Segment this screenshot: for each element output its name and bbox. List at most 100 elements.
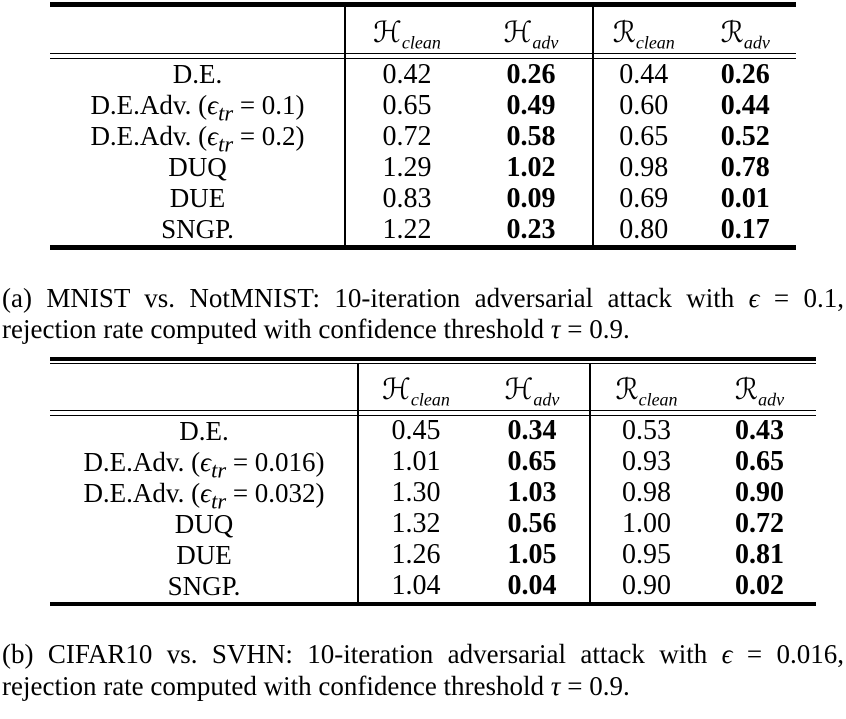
- cell-r-adv: 0.26: [720, 58, 770, 90]
- cell-h-adv: 0.09: [506, 182, 556, 214]
- cell-h-adv: 0.65: [507, 446, 557, 477]
- row-label: D.E.Adv. (ϵtr = 0.1): [50, 90, 345, 125]
- table-b-body: D.E. 0.45 0.34 0.53 0.43 D.E.Adv. (ϵtr =…: [50, 416, 816, 602]
- cell-r-clean: 0.98: [622, 477, 671, 508]
- caption-text: (b) CIFAR10 vs. SVHN: 10-iteration adver…: [2, 639, 722, 669]
- epsilon-subscript: tr: [218, 131, 234, 157]
- cell-r-adv: 0.52: [720, 120, 770, 152]
- row-label-text: SNGP.: [167, 570, 241, 601]
- cell-h-clean: 0.45: [391, 415, 441, 446]
- cell-r-adv: 0.44: [720, 89, 770, 121]
- row-label: DUQ: [50, 510, 358, 538]
- table-b-column-separator-2: [589, 363, 591, 602]
- table-a-header-row: ℋclean ℋadv ℛclean ℛadv: [50, 7, 796, 53]
- col-header-r-adv: ℛadv: [695, 15, 797, 52]
- results-table-a: ℋclean ℋadv ℛclean ℛadv D.E. 0.42 0.26 0…: [50, 2, 796, 250]
- cell-r-adv: 0.81: [735, 539, 784, 570]
- cell-h-clean: 0.65: [382, 89, 432, 121]
- row-label-text: D.E.Adv. (: [83, 477, 201, 508]
- cell-r-adv: 0.01: [720, 182, 770, 214]
- epsilon-symbol: ϵ: [207, 121, 219, 151]
- table-a-column-separator-2: [592, 7, 594, 245]
- cell-r-clean: 0.80: [619, 213, 669, 245]
- epsilon-subscript: tr: [218, 100, 234, 126]
- epsilon-symbol: ϵ: [200, 477, 212, 508]
- row-label: DUE: [50, 185, 345, 212]
- row-label-text: D.E.Adv. (: [90, 121, 208, 151]
- cell-r-clean: 0.60: [619, 89, 669, 121]
- cell-r-clean: 0.69: [619, 182, 669, 214]
- col-header-r-clean: ℛclean: [590, 371, 703, 408]
- cell-h-clean: 0.72: [382, 120, 432, 152]
- table-a-column-separator-1: [344, 7, 346, 245]
- epsilon-symbol: ϵ: [200, 446, 212, 477]
- cell-h-adv: 1.03: [507, 477, 557, 508]
- col-header-subscript: adv: [533, 389, 560, 410]
- cell-h-clean: 1.01: [391, 446, 441, 477]
- cell-h-adv: 0.56: [507, 508, 557, 539]
- row-label-post: = 0.2): [233, 121, 305, 151]
- col-header-subscript: clean: [410, 389, 450, 410]
- cell-h-clean: 1.32: [391, 508, 441, 539]
- cell-r-clean: 0.93: [622, 446, 671, 477]
- mathcal-h-symbol: ℋ: [504, 371, 534, 406]
- cell-h-clean: 1.30: [391, 477, 441, 508]
- col-header-subscript: adv: [532, 32, 559, 53]
- epsilon-subscript: tr: [211, 487, 227, 513]
- row-label-text: D.E.: [179, 415, 229, 446]
- row-label-text: D.E.Adv. (: [83, 446, 201, 477]
- cell-h-adv: 0.04: [507, 570, 557, 601]
- epsilon-subscript: tr: [211, 456, 227, 482]
- row-label-text: DUQ: [168, 152, 227, 182]
- cell-h-adv: 0.34: [507, 415, 557, 446]
- cell-r-adv: 0.90: [735, 477, 784, 508]
- table-row: DUE 0.83 0.09 0.69 0.01: [50, 183, 796, 214]
- caption-a: (a) MNIST vs. NotMNIST: 10-iteration adv…: [2, 283, 844, 346]
- cell-r-adv: 0.02: [735, 570, 784, 601]
- table-row: DUE 1.26 1.05 0.95 0.81: [50, 540, 816, 571]
- cell-h-clean: 0.83: [382, 182, 432, 214]
- cell-r-clean: 0.95: [622, 539, 671, 570]
- row-label-text: DUE: [176, 539, 232, 570]
- table-b-header-rule: [50, 409, 816, 416]
- results-table-b: ℋclean ℋadv ℛclean ℛadv D.E. 0.45 0.34 0…: [50, 356, 816, 606]
- row-label: DUQ: [50, 154, 345, 181]
- table-b-bottom-rule: [50, 601, 816, 606]
- col-header-subscript: adv: [743, 32, 770, 53]
- cell-r-clean: 1.00: [622, 508, 671, 539]
- row-label: SNGP.: [50, 216, 345, 243]
- caption-text: = 0.1, rejection rate computed with conf…: [2, 282, 844, 345]
- row-label: D.E.Adv. (ϵtr = 0.032): [50, 477, 358, 512]
- cell-h-clean: 1.22: [382, 213, 432, 245]
- tau-symbol: τ: [550, 314, 561, 344]
- cell-h-adv: 0.49: [506, 89, 556, 121]
- row-label-text: DUE: [169, 183, 226, 213]
- cell-h-adv: 0.23: [506, 213, 556, 245]
- cell-h-clean: 1.04: [391, 570, 441, 601]
- cell-r-clean: 0.65: [619, 120, 669, 152]
- cell-h-adv: 1.05: [507, 539, 557, 570]
- table-a-body: D.E. 0.42 0.26 0.44 0.26 D.E.Adv. (ϵtr =…: [50, 59, 796, 245]
- mathcal-r-symbol: ℛ: [612, 15, 636, 49]
- row-label: SNGP.: [50, 570, 358, 601]
- epsilon-symbol: ϵ: [207, 90, 219, 120]
- table-row: D.E. 0.42 0.26 0.44 0.26: [50, 59, 796, 90]
- caption-text: = 0.016, rejection rate computed with co…: [2, 639, 844, 701]
- row-label-post: = 0.1): [233, 90, 305, 120]
- table-row: D.E.Adv. (ϵtr = 0.2) 0.72 0.58 0.65 0.52: [50, 120, 796, 155]
- row-label: D.E.: [50, 415, 358, 446]
- table-row: SNGP. 1.22 0.23 0.80 0.17: [50, 214, 796, 245]
- table-b-top-rule: [50, 356, 816, 364]
- cell-r-adv: 0.78: [720, 151, 770, 183]
- table-row: DUQ 1.29 1.02 0.98 0.78: [50, 152, 796, 183]
- row-label-text: D.E.: [172, 59, 223, 89]
- cell-h-clean: 1.26: [391, 539, 441, 570]
- cell-r-clean: 0.98: [619, 151, 669, 183]
- mathcal-r-symbol: ℛ: [720, 15, 744, 49]
- table-row: DUQ 1.32 0.56 1.00 0.72: [50, 509, 816, 540]
- mathcal-r-symbol: ℛ: [615, 371, 639, 406]
- col-header-r-clean: ℛclean: [593, 15, 695, 52]
- caption-text: = 0.9.: [560, 314, 630, 344]
- mathcal-h-symbol: ℋ: [382, 371, 411, 406]
- col-header-subscript: clean: [635, 32, 675, 53]
